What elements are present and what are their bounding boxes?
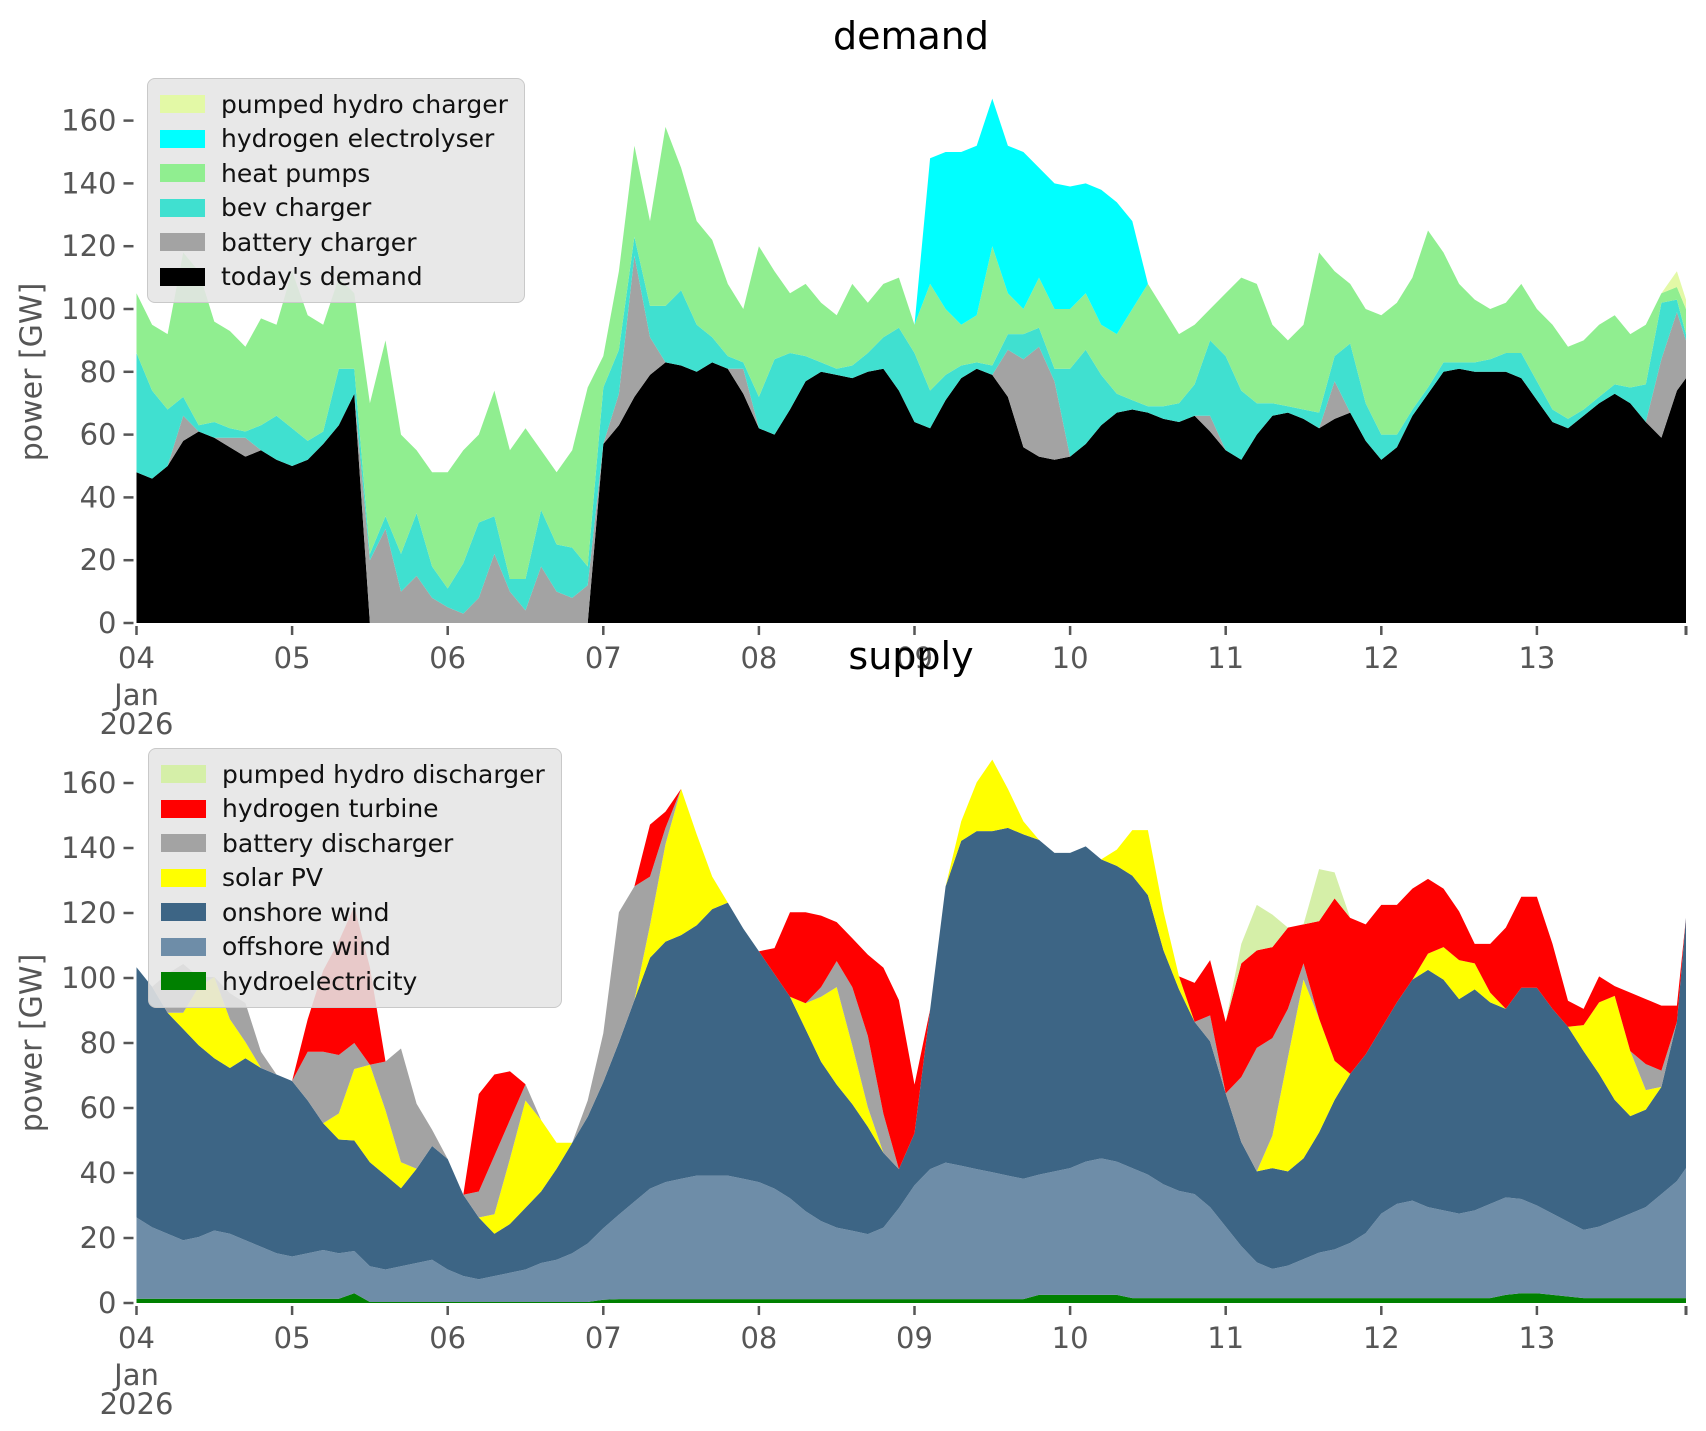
x-tick-label: 12 xyxy=(1363,1321,1400,1355)
x-tick-label: 11 xyxy=(1207,641,1244,675)
legend-item: solar PV xyxy=(161,861,545,896)
area-heat-pumps xyxy=(136,126,1686,589)
x-tick-label: 13 xyxy=(1518,641,1555,675)
x-tick-label: 11 xyxy=(1207,1321,1244,1355)
legend-label: hydrogen electrolyser xyxy=(221,124,495,154)
area-bev-charger xyxy=(136,236,1686,614)
x-axis-offset-label: Jan xyxy=(112,678,159,712)
demand-chart-title: demand xyxy=(832,14,990,58)
demand-y-axis-label: power [GW] xyxy=(14,282,50,462)
legend-item: pumped hydro discharger xyxy=(161,757,545,792)
area-hydroelectricity xyxy=(136,1293,1686,1303)
y-tick-label: 140 xyxy=(61,166,116,200)
legend-label: pumped hydro discharger xyxy=(222,759,545,789)
supply-chart-title: supply xyxy=(848,634,974,678)
y-tick-label: 160 xyxy=(61,766,116,800)
x-tick-label: 12 xyxy=(1363,641,1400,675)
legend-swatch xyxy=(160,164,205,183)
legend-label: hydrogen turbine xyxy=(222,794,439,824)
y-tick-label: 0 xyxy=(98,1286,116,1320)
legend-label: pumped hydro charger xyxy=(221,89,508,119)
x-axis-offset-label: 2026 xyxy=(100,707,174,741)
area-today-s-demand xyxy=(136,362,1686,623)
y-tick-label: 120 xyxy=(61,229,116,263)
x-tick-label: 07 xyxy=(585,1321,622,1355)
legend-label: battery charger xyxy=(221,227,417,257)
legend-swatch xyxy=(160,129,205,148)
legend-swatch xyxy=(161,868,206,887)
legend-label: today's demand xyxy=(221,262,423,292)
y-tick-label: 80 xyxy=(80,1026,117,1060)
y-tick-label: 160 xyxy=(61,104,116,138)
legend-item: bev charger xyxy=(160,191,508,226)
legend-label: heat pumps xyxy=(221,158,371,188)
legend-swatch xyxy=(161,937,206,956)
legend-swatch xyxy=(161,799,206,818)
legend-label: onshore wind xyxy=(222,897,390,927)
x-tick-label: 10 xyxy=(1052,641,1089,675)
legend-label: solar PV xyxy=(222,863,323,893)
y-tick-label: 80 xyxy=(80,355,117,389)
legend-item: heat pumps xyxy=(160,156,508,191)
x-tick-label: 08 xyxy=(740,1321,777,1355)
y-tick-label: 100 xyxy=(61,292,116,326)
x-tick-label: 06 xyxy=(429,641,466,675)
legend-label: battery discharger xyxy=(222,828,454,858)
x-tick-label: 08 xyxy=(740,641,777,675)
legend-swatch xyxy=(161,903,206,922)
legend-swatch xyxy=(160,267,205,286)
supply-y-axis-label: power [GW] xyxy=(14,953,50,1133)
y-tick-label: 140 xyxy=(61,831,116,865)
legend-item: battery discharger xyxy=(161,826,545,861)
y-tick-label: 20 xyxy=(80,1221,117,1255)
x-tick-label: 13 xyxy=(1518,1321,1555,1355)
legend-swatch xyxy=(161,972,206,991)
y-tick-label: 100 xyxy=(61,961,116,995)
supply-legend: pumped hydro discharger hydrogen turbine b… xyxy=(148,748,562,1008)
x-tick-label: 05 xyxy=(274,1321,311,1355)
area-solar-pv xyxy=(136,759,1686,1234)
x-axis-offset-label: Jan xyxy=(112,1358,159,1392)
area-offshore-wind xyxy=(136,1158,1686,1302)
legend-swatch xyxy=(160,233,205,252)
x-tick-label: 04 xyxy=(118,641,155,675)
x-tick-label: 09 xyxy=(896,641,933,675)
x-tick-label: 06 xyxy=(429,1321,466,1355)
y-tick-label: 40 xyxy=(80,480,117,514)
legend-swatch xyxy=(161,834,206,853)
area-onshore-wind xyxy=(136,827,1686,1280)
legend-label: offshore wind xyxy=(222,932,391,962)
legend-item: onshore wind xyxy=(161,895,545,930)
legend-swatch xyxy=(160,198,205,217)
y-tick-label: 120 xyxy=(61,896,116,930)
legend-item: hydrogen turbine xyxy=(161,792,545,827)
y-tick-label: 60 xyxy=(80,418,117,452)
legend-item: battery charger xyxy=(160,225,508,260)
legend-swatch xyxy=(161,765,206,784)
x-tick-label: 04 xyxy=(118,1321,155,1355)
legend-label: hydroelectricity xyxy=(222,966,418,996)
area-battery-discharger xyxy=(136,759,1686,1218)
y-tick-label: 20 xyxy=(80,543,117,577)
x-tick-label: 07 xyxy=(585,641,622,675)
demand-legend: pumped hydro charger hydrogen electrolyse… xyxy=(147,78,525,303)
y-tick-label: 40 xyxy=(80,1156,117,1190)
legend-swatch xyxy=(160,95,205,114)
y-tick-label: 60 xyxy=(80,1091,117,1125)
legend-item: hydrogen electrolyser xyxy=(160,122,508,157)
legend-label: bev charger xyxy=(221,193,372,223)
legend-item: today's demand xyxy=(160,260,508,295)
x-tick-label: 09 xyxy=(896,1321,933,1355)
area-hydrogen-turbine xyxy=(136,759,1686,1195)
y-tick-label: 0 xyxy=(98,606,116,640)
x-tick-label: 10 xyxy=(1052,1321,1089,1355)
legend-item: pumped hydro charger xyxy=(160,87,508,122)
x-axis-offset-label: 2026 xyxy=(100,1387,174,1421)
legend-item: hydroelectricity xyxy=(161,964,545,999)
legend-item: offshore wind xyxy=(161,930,545,965)
x-tick-label: 05 xyxy=(274,641,311,675)
